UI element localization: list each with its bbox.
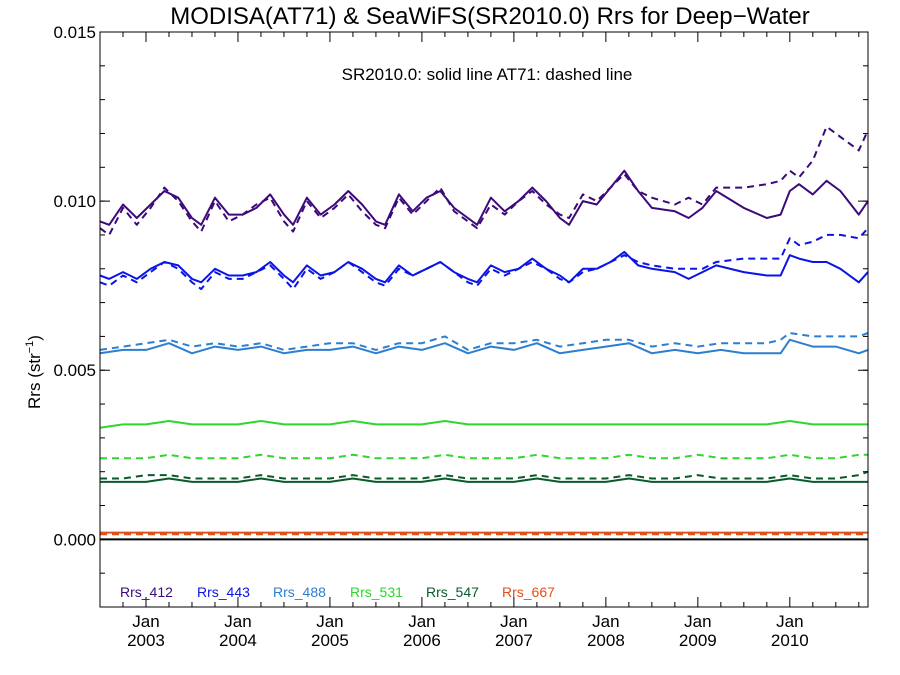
legend-entry-rrs-547: Rrs_547	[426, 584, 479, 600]
legend: Rrs_412 Rrs_443 Rrs_488 Rrs_531 Rrs_547 Rrs_6…	[120, 584, 555, 600]
x-tick-label-year: 2004	[219, 631, 257, 650]
series-line-rrs-547	[100, 477, 868, 483]
legend-entry-rrs-667: Rrs_667	[502, 584, 555, 600]
chart-title: MODISA(AT71) & SeaWiFS(SR2010.0) Rrs for…	[170, 3, 810, 30]
y-axis-label: Rrs (str−1)	[24, 335, 44, 409]
x-tick-label-month: Jan	[408, 612, 435, 631]
x-tick-label-year: 2006	[403, 631, 441, 650]
x-tick-label-month: Jan	[132, 612, 159, 631]
y-axis-label-text: Rrs (str	[25, 353, 44, 409]
x-tick-label-month: Jan	[776, 612, 803, 631]
series-line-rrs-488	[99, 338, 869, 355]
y-tick-label: 0.000	[53, 530, 96, 549]
plot-area	[99, 125, 869, 541]
legend-entry-rrs-443: Rrs_443	[197, 584, 250, 600]
series-line-rrs-488-at71	[99, 332, 869, 351]
x-tick-label-year: 2008	[587, 631, 625, 650]
x-tick-label-month: Jan	[500, 612, 527, 631]
axes: 0.0000.0050.0100.015Jan2003Jan2004Jan200…	[53, 23, 868, 650]
series-line-rrs-531	[99, 420, 868, 429]
x-tick-label-year: 2005	[311, 631, 349, 650]
legend-entry-rrs-412: Rrs_412	[120, 584, 173, 600]
x-tick-label-month: Jan	[316, 612, 343, 631]
legend-entry-rrs-488: Rrs_488	[273, 584, 326, 600]
y-tick-label: 0.015	[53, 23, 96, 42]
x-tick-label-year: 2007	[495, 631, 533, 650]
y-tick-label: 0.010	[53, 192, 96, 211]
x-tick-label-month: Jan	[224, 612, 251, 631]
series-line-rrs-412-at71	[99, 125, 869, 236]
series-line-rrs-443	[99, 250, 869, 284]
x-tick-label-year: 2010	[771, 631, 809, 650]
y-axis-label-superscript: −1	[24, 341, 36, 354]
x-tick-label-month: Jan	[592, 612, 619, 631]
x-tick-label-year: 2009	[679, 631, 717, 650]
x-tick-label-month: Jan	[684, 612, 711, 631]
chart-annotation: SR2010.0: solid line AT71: dashed line	[342, 65, 633, 84]
series-line-rrs-547-at71	[100, 470, 869, 480]
series-line-rrs-443-at71	[99, 227, 869, 291]
y-axis-label-close: )	[25, 335, 44, 341]
plot-frame	[99, 31, 869, 608]
legend-entry-rrs-531: Rrs_531	[350, 584, 403, 600]
series-line-rrs-412	[99, 169, 869, 226]
x-tick-label-year: 2003	[127, 631, 165, 650]
series-line-rrs-531-at71	[100, 453, 868, 460]
y-tick-label: 0.005	[53, 361, 96, 380]
